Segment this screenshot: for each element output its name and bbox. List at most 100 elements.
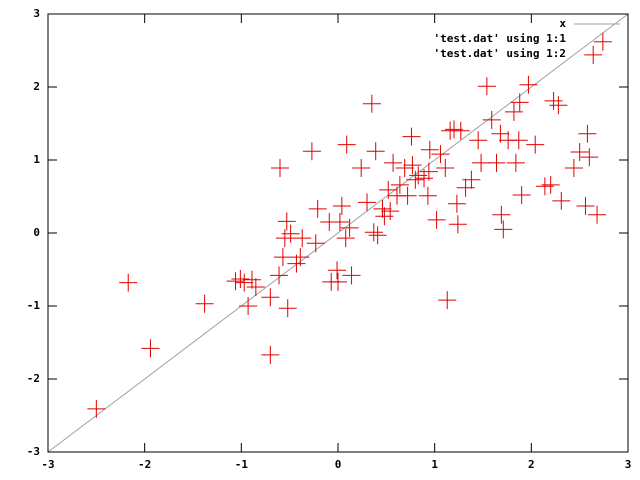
point — [381, 202, 400, 221]
point — [580, 148, 599, 167]
point — [438, 291, 457, 310]
point — [512, 186, 531, 205]
y-tick-label: 2 — [33, 80, 40, 93]
point — [552, 191, 571, 210]
point — [308, 199, 327, 218]
point — [541, 175, 560, 194]
point — [352, 159, 371, 178]
point — [293, 229, 312, 248]
legend-label: x — [559, 17, 566, 30]
point — [427, 210, 446, 229]
point — [87, 399, 106, 418]
point — [358, 193, 376, 212]
point — [226, 272, 245, 291]
point — [593, 32, 612, 51]
point — [406, 170, 425, 189]
point — [403, 156, 422, 175]
y-tick-label: -3 — [27, 445, 40, 458]
point — [291, 248, 310, 267]
point — [462, 170, 481, 189]
point — [261, 288, 280, 307]
point — [287, 254, 306, 273]
point — [342, 266, 361, 285]
point — [509, 131, 528, 150]
point — [419, 162, 438, 181]
point — [576, 196, 595, 215]
point — [395, 159, 414, 178]
y-tick-label: 1 — [33, 153, 40, 166]
point — [277, 212, 296, 231]
point — [239, 297, 258, 315]
point — [337, 135, 356, 154]
point — [491, 124, 510, 143]
point — [362, 94, 381, 113]
point — [302, 142, 321, 161]
legend-label: 'test.dat' using 1:2 — [434, 47, 566, 60]
point — [510, 93, 529, 112]
point — [494, 220, 513, 239]
point — [384, 153, 403, 172]
plot-border — [47, 13, 629, 453]
y-tick-label: -1 — [27, 299, 41, 312]
point — [469, 131, 488, 150]
point — [364, 223, 383, 242]
point — [482, 110, 501, 129]
point — [119, 273, 138, 292]
point — [340, 218, 359, 237]
x-tick-label: 2 — [528, 458, 535, 471]
point — [584, 45, 603, 64]
point — [366, 142, 385, 161]
point — [472, 153, 491, 172]
point — [328, 261, 347, 280]
point — [431, 145, 450, 164]
point — [270, 266, 289, 285]
point — [564, 159, 583, 178]
point — [578, 124, 597, 143]
point — [261, 345, 280, 364]
point — [332, 196, 351, 215]
point — [336, 229, 355, 248]
point — [246, 278, 265, 297]
legend-label: 'test.dat' using 1:1 — [434, 32, 567, 45]
point — [544, 91, 563, 110]
y-tick-label: -2 — [27, 372, 40, 385]
point — [273, 248, 292, 267]
point — [402, 127, 421, 146]
x-tick-label: 0 — [335, 458, 342, 471]
point — [235, 273, 254, 292]
point — [436, 159, 455, 178]
point — [390, 175, 409, 194]
point — [526, 135, 545, 154]
point — [415, 169, 434, 188]
point — [373, 199, 392, 218]
point — [368, 226, 387, 245]
x-tick-label: -2 — [138, 458, 151, 471]
point — [477, 77, 496, 96]
point — [330, 213, 349, 232]
point — [487, 153, 506, 172]
point — [242, 270, 261, 289]
point — [306, 234, 325, 253]
x-tick-label: 3 — [625, 458, 632, 471]
point — [504, 102, 523, 121]
point — [271, 159, 289, 178]
point — [447, 194, 466, 213]
y-tick-label: 0 — [33, 226, 40, 239]
point — [231, 269, 250, 288]
point — [420, 140, 439, 159]
point — [445, 120, 463, 139]
point — [329, 272, 347, 291]
point — [492, 205, 511, 224]
point — [418, 186, 437, 205]
point — [281, 224, 300, 243]
y-tick-label: 3 — [33, 7, 40, 20]
point — [141, 339, 160, 358]
x-tick-label: -1 — [235, 458, 249, 471]
point — [278, 299, 297, 318]
x-tick-label: 1 — [431, 458, 438, 471]
point — [570, 142, 589, 161]
point — [588, 205, 607, 224]
point — [506, 153, 525, 172]
